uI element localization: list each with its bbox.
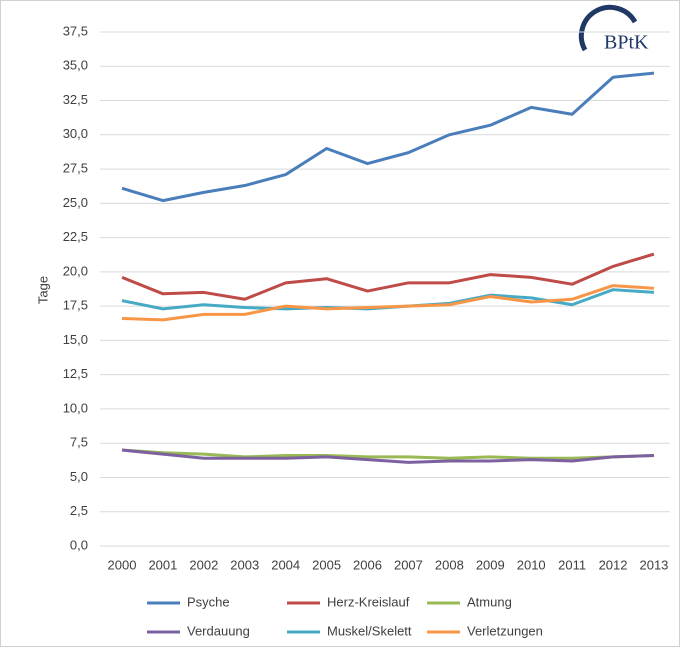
- legend-label: Herz-Kreislauf: [327, 594, 410, 609]
- legend-label: Verdauung: [187, 623, 250, 638]
- y-tick-label: 25,0: [63, 195, 88, 210]
- legend-label: Psyche: [187, 594, 230, 609]
- y-tick-label: 2,5: [70, 503, 88, 518]
- x-tick-label: 2005: [312, 557, 341, 572]
- legend-label: Atmung: [467, 594, 512, 609]
- series-line: [121, 284, 655, 322]
- y-tick-label: 20,0: [63, 263, 88, 278]
- x-tick-label: 2001: [148, 557, 177, 572]
- series-line: [121, 448, 655, 460]
- y-tick-label: 5,0: [70, 469, 88, 484]
- y-tick-label: 17,5: [63, 298, 88, 313]
- y-tick-label: 0,0: [70, 537, 88, 552]
- y-tick-label: 27,5: [63, 161, 88, 176]
- x-tick-label: 2003: [230, 557, 259, 572]
- y-axis-label: Tage: [35, 276, 50, 304]
- x-tick-label: 2013: [639, 557, 668, 572]
- y-tick-label: 37,5: [63, 23, 88, 38]
- x-tick-label: 2004: [271, 557, 300, 572]
- x-tick-label: 2009: [476, 557, 505, 572]
- series-line: [121, 252, 655, 301]
- x-tick-label: 2012: [599, 557, 628, 572]
- y-tick-label: 32,5: [63, 92, 88, 107]
- x-tick-label: 2007: [394, 557, 423, 572]
- y-tick-label: 7,5: [70, 435, 88, 450]
- x-tick-label: 2010: [517, 557, 546, 572]
- y-tick-label: 10,0: [63, 400, 88, 415]
- legend-label: Muskel/Skelett: [327, 623, 412, 638]
- x-tick-label: 2011: [558, 557, 586, 572]
- legend-label: Verletzungen: [467, 623, 543, 638]
- x-tick-label: 2006: [353, 557, 382, 572]
- y-tick-label: 30,0: [63, 126, 88, 141]
- x-tick-label: 2008: [435, 557, 464, 572]
- series-line: [121, 448, 655, 464]
- x-tick-label: 2000: [108, 557, 137, 572]
- logo-arc: [578, 4, 638, 52]
- y-tick-label: 22,5: [63, 229, 88, 244]
- y-tick-label: 15,0: [63, 332, 88, 347]
- y-tick-label: 12,5: [63, 366, 88, 381]
- series-line: [121, 71, 655, 203]
- x-tick-label: 2002: [189, 557, 218, 572]
- logo: BPtK: [604, 32, 649, 54]
- y-tick-label: 35,0: [63, 58, 88, 73]
